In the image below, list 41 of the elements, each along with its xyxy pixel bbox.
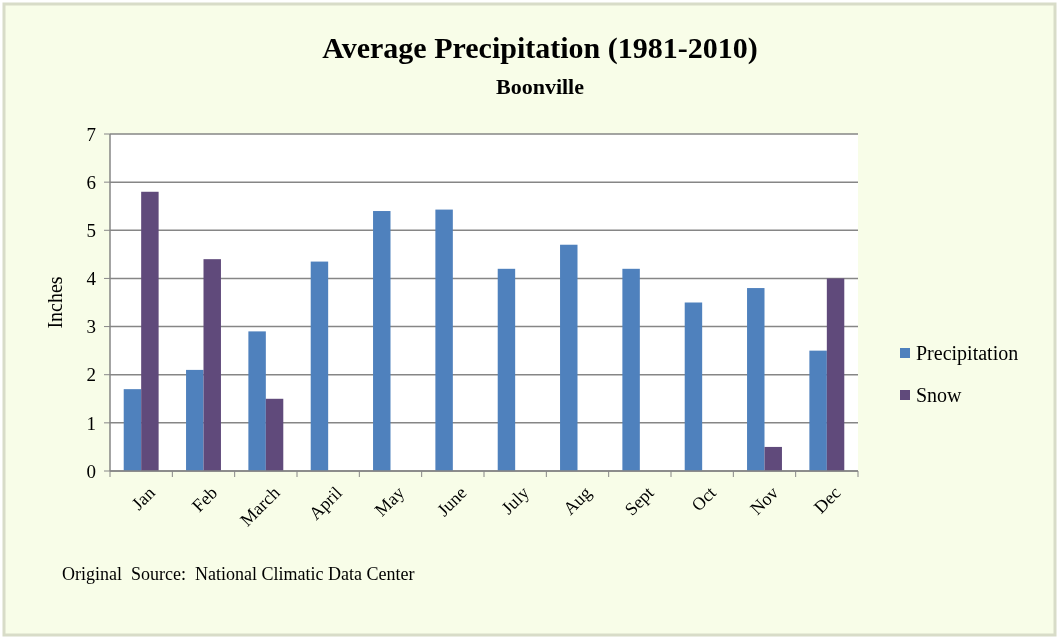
x-tick-label: Aug (559, 482, 596, 519)
y-tick-label: 0 (86, 460, 96, 482)
x-tick-label: Feb (188, 482, 222, 516)
bar (310, 261, 329, 471)
bar (248, 331, 266, 471)
x-tick-label: Nov (746, 482, 783, 519)
x-tick-label: May (370, 482, 409, 521)
bar (560, 244, 578, 471)
bar (141, 191, 159, 471)
y-tick-label: 1 (86, 412, 96, 434)
bar (265, 398, 284, 471)
x-tick-label: Dec (809, 482, 845, 518)
y-tick-label: 7 (86, 123, 96, 145)
y-tick-label: 2 (86, 364, 96, 386)
bar (826, 278, 845, 471)
legend-label: Snow (916, 384, 963, 406)
bar (186, 369, 204, 471)
bar (123, 389, 142, 471)
x-tick-label: Jan (127, 482, 159, 514)
y-axis-title: Inches (44, 276, 66, 329)
text: Original Source: National Climatic Data Center (62, 564, 415, 584)
bar (497, 268, 516, 471)
bar (747, 288, 765, 471)
bar (684, 302, 703, 471)
bar (809, 350, 827, 471)
x-tick-label: Oct (687, 482, 720, 516)
legend-label: Precipitation (916, 342, 1019, 365)
bar (203, 259, 221, 471)
x-tick-label: July (497, 482, 533, 518)
x-tick-label: Sept (620, 482, 658, 520)
y-tick-label: 4 (86, 268, 97, 290)
chart-title: Average Precipitation (1981-2010) (322, 31, 758, 65)
y-tick-label: 6 (86, 171, 96, 193)
y-tick-label: 5 (86, 219, 96, 241)
x-tick-label: June (433, 482, 471, 521)
bar (764, 446, 782, 471)
bar (373, 211, 391, 471)
chart-subtitle: Boonville (495, 74, 585, 99)
bar (622, 268, 640, 471)
y-tick-label: 3 (86, 316, 96, 338)
bar (435, 209, 453, 471)
